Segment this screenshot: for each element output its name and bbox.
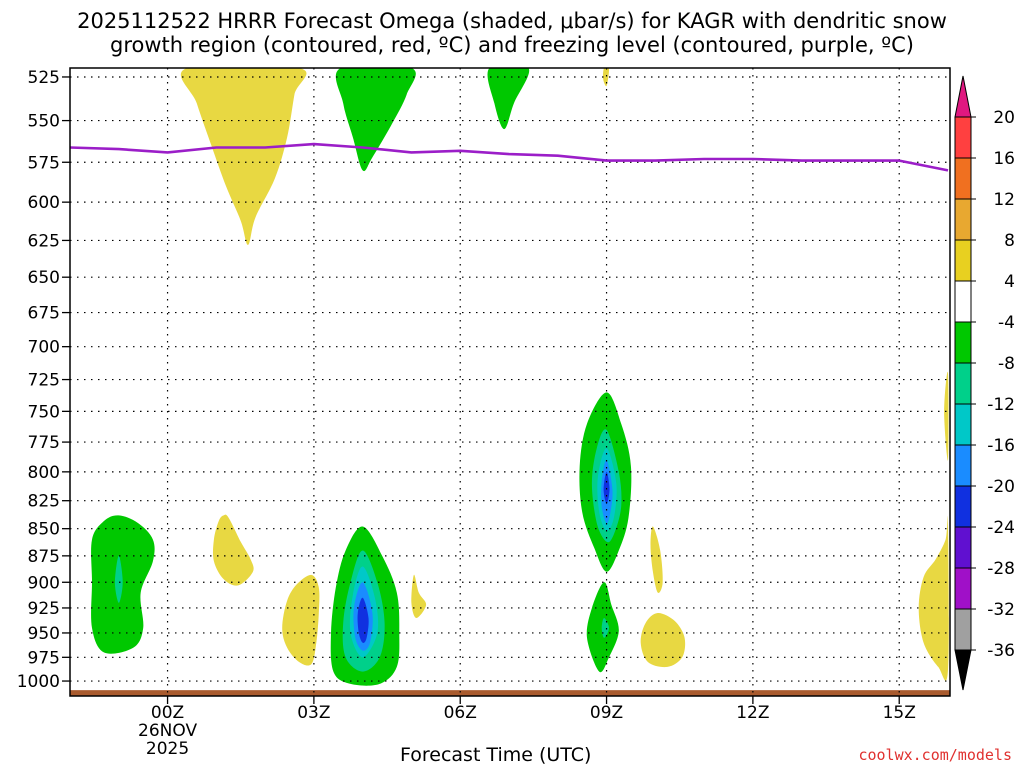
omega-region-9: [335, 68, 416, 172]
ytick-label-775: 775: [28, 433, 60, 453]
omega-shading-layer: [70, 68, 950, 696]
colorbar-bin-0: [954, 116, 972, 159]
ytick-label-950: 950: [28, 624, 60, 644]
omega-region-4: [602, 68, 610, 87]
colorbar-label-0: 20: [993, 108, 1015, 128]
omega-region-6: [640, 612, 686, 668]
xtick-label-15Z: 15Z: [883, 703, 916, 723]
colorbar: 20 16 12 8 4 -4 -8 -12 -16 -20 -24 -28 -32 -36: [954, 75, 1015, 691]
ytick-label-600: 600: [28, 193, 60, 213]
omega-region-24: [603, 471, 610, 505]
ytick-label-875: 875: [28, 547, 60, 567]
colorbar-label-13: -36: [987, 641, 1015, 661]
colorbar-bin-1: [954, 157, 972, 200]
xtick-label-03Z: 03Z: [297, 703, 330, 723]
colorbar-top-arrow: [954, 75, 972, 118]
colorbar-label-7: -12: [987, 395, 1015, 415]
colorbar-label-3: 8: [1004, 231, 1015, 251]
colorbar-bin-5: [954, 321, 972, 364]
ytick-label-525: 525: [28, 68, 60, 88]
colorbar-bin-7: [954, 403, 972, 446]
xtick-label-00Z: 00Z: [151, 703, 184, 723]
chart-title-line-1: 2025112522 HRRR Forecast Omega (shaded, …: [77, 9, 947, 33]
omega-region-23: [357, 597, 369, 643]
ground-surface: [70, 690, 950, 696]
colorbar-bin-10: [954, 526, 972, 569]
omega-region-0: [180, 68, 307, 245]
colorbar-bin-4: [954, 280, 972, 323]
omega-region-10: [487, 68, 530, 130]
freezing-level-line: [70, 142, 949, 172]
colorbar-label-2: 12: [993, 190, 1015, 210]
ytick-label-575: 575: [28, 153, 60, 173]
ytick-label-625: 625: [28, 231, 60, 251]
colorbar-label-1: 16: [993, 149, 1015, 169]
colorbar-bin-8: [954, 444, 972, 487]
y-axis-ticks: 525 550 575 600 625 650 675 700 725 750 775 800 825 8…: [17, 68, 70, 692]
ytick-label-900: 900: [28, 573, 60, 593]
ytick-label-850: 850: [28, 520, 60, 540]
colorbar-bin-12: [954, 608, 972, 651]
source-credit[interactable]: coolwx.com/models: [858, 746, 1012, 764]
xtick-label-09Z: 09Z: [590, 703, 623, 723]
ytick-label-975: 975: [28, 648, 60, 668]
ytick-label-700: 700: [28, 338, 60, 358]
x-axis-title: Forecast Time (UTC): [400, 744, 592, 766]
colorbar-bin-3: [954, 239, 972, 282]
colorbar-label-8: -16: [987, 436, 1015, 456]
ytick-label-925: 925: [28, 599, 60, 619]
colorbar-bin-2: [954, 198, 972, 241]
ytick-label-750: 750: [28, 402, 60, 422]
ytick-label-650: 650: [28, 268, 60, 288]
ytick-label-1000: 1000: [17, 672, 60, 692]
omega-region-1: [212, 514, 254, 586]
colorbar-label-10: -24: [987, 518, 1015, 538]
ytick-label-825: 825: [28, 492, 60, 512]
omega-region-3: [411, 574, 427, 619]
omega-region-8: [944, 371, 949, 461]
ytick-label-675: 675: [28, 304, 60, 324]
colorbar-label-6: -8: [998, 354, 1015, 374]
colorbar-label-5: -4: [998, 313, 1015, 333]
colorbar-bottom-arrow: [954, 649, 972, 691]
date-label-year: 2025: [146, 739, 189, 759]
colorbar-label-9: -20: [987, 477, 1015, 497]
plot-frame: [69, 67, 951, 697]
omega-region-2: [282, 574, 320, 666]
xtick-label-06Z: 06Z: [444, 703, 477, 723]
ytick-label-725: 725: [28, 371, 60, 391]
ytick-label-800: 800: [28, 463, 60, 483]
omega-region-7: [918, 515, 949, 681]
ytick-label-550: 550: [28, 112, 60, 132]
xtick-label-12Z: 12Z: [736, 703, 769, 723]
colorbar-bin-11: [954, 567, 972, 610]
colorbar-label-11: -28: [987, 559, 1015, 579]
freezing-level-layer: [70, 142, 949, 172]
omega-region-18: [601, 618, 609, 638]
colorbar-bin-9: [954, 485, 972, 528]
colorbar-label-12: -32: [987, 600, 1015, 620]
omega-region-15: [114, 555, 123, 603]
omega-region-11: [91, 515, 155, 654]
chart-title-line-2: growth region (contoured, red, ºC) and f…: [110, 33, 914, 57]
gridlines: [70, 68, 950, 696]
colorbar-label-4: 4: [1004, 272, 1015, 292]
colorbar-bin-6: [954, 362, 972, 405]
omega-region-5: [650, 526, 663, 593]
date-label-day: 26NOV: [138, 721, 197, 741]
